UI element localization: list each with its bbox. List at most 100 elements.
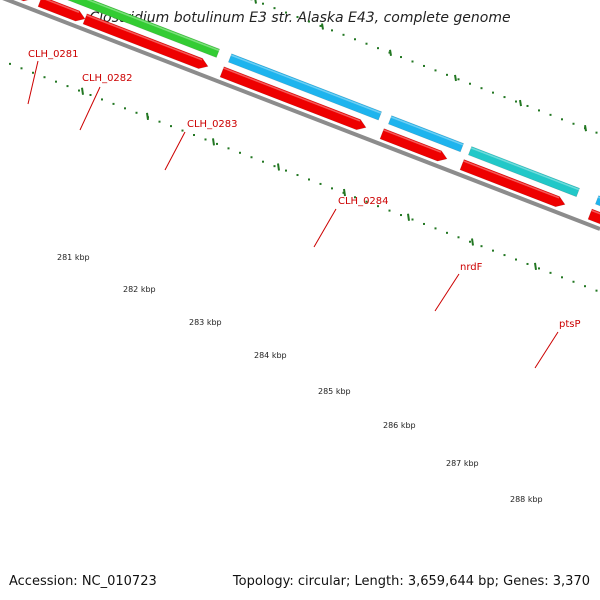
kbp-label-layer: 281 kbp 282 kbp 283 kbp 284 kbp 285 kbp 286 k… [57, 87, 543, 504]
scale-tick-dot [549, 271, 552, 274]
scale-tick-dot [112, 102, 115, 105]
scale-tick-dot [342, 191, 345, 194]
cds-bar-highlight [591, 209, 600, 216]
outer-tick-dot [354, 38, 356, 41]
scale-tick-dot [319, 182, 322, 185]
cds-bar-highlight [41, 0, 80, 13]
outer-tick-dot [538, 109, 540, 112]
scale-tick-dot [469, 240, 471, 243]
scale-tick-dot [43, 76, 46, 79]
scale-major-tick [212, 138, 215, 146]
outer-major-tick [519, 99, 522, 107]
gene-bar-green [42, 0, 221, 58]
gene-leader-line [27, 60, 39, 105]
scale-tick-dot [492, 249, 494, 252]
kbp-label: 288 kbp [510, 495, 543, 504]
gene-bar-green-highlight [45, 0, 220, 52]
scale-tick-dot [423, 222, 425, 225]
cds-bar [82, 13, 209, 69]
kbp-label: 286 kbp [383, 421, 416, 430]
scale-tick-dot [89, 93, 92, 96]
scale-major-tick [534, 262, 537, 271]
gene-label: CLH_0283 [187, 119, 238, 130]
cds-bar-highlight [463, 160, 560, 199]
cds-bar [459, 159, 566, 208]
cds-bar-highlight [383, 129, 442, 153]
outer-tick-dot [342, 33, 345, 36]
scale-tick-dot [273, 165, 276, 168]
gene-bar-green-shape [42, 0, 221, 58]
outer-tick-dot [480, 87, 483, 90]
kbp-label: 284 kbp [254, 351, 287, 360]
scale-major-tick [81, 87, 84, 95]
cds-bar [37, 0, 86, 22]
gene-leader-line [534, 331, 559, 369]
outer-tick-dot [273, 7, 276, 10]
scale-tick-dot [388, 209, 391, 212]
scale-tick-dot [377, 205, 379, 208]
scale-tick-dot [296, 174, 299, 177]
scale-tick-dot [446, 231, 448, 234]
scale-major-tick [277, 163, 280, 171]
outer-tick-dot [446, 73, 448, 76]
outer-tick-dot [561, 118, 563, 121]
outer-tick-dot [469, 82, 471, 85]
kbp-label: 282 kbp [123, 285, 156, 294]
gene-label: nrdF [460, 262, 483, 273]
gene-leader-line [313, 208, 337, 248]
scale-tick-dot [411, 218, 414, 221]
scale-tick-dot [227, 147, 230, 150]
cds-bar-shape [37, 0, 86, 22]
outer-tick-dot [526, 104, 529, 107]
outer-major-tick [321, 23, 324, 30]
gene-bar-blue-shape [387, 115, 465, 153]
gene-bar-blue [594, 195, 600, 208]
genome-summary-text: Topology: circular; Length: 3,659,644 bp… [232, 574, 590, 589]
outer-tick-dot [549, 113, 552, 116]
cds-bar-shape [459, 159, 566, 208]
scale-tick-dot [20, 67, 23, 70]
gene-bar-blue-shape [227, 53, 383, 121]
outer-tick-dot [515, 100, 517, 103]
cds-bar-highlight [86, 14, 203, 61]
scale-tick-dot [135, 111, 138, 114]
scale-tick-dot [572, 280, 575, 283]
scale-tick-dot [285, 169, 287, 172]
scale-tick-dot [561, 276, 563, 279]
outer-tick-dot [331, 29, 333, 32]
scale-tick-dot [538, 267, 540, 270]
gene-label: CLH_0282 [82, 73, 133, 84]
scale-tick-dot [193, 134, 195, 137]
kbp-label: 283 kbp [189, 318, 222, 327]
cds-bar-shape [219, 66, 367, 131]
outer-tick-dot [377, 47, 379, 50]
outer-tick-dot [319, 24, 322, 27]
outer-tick-dot [434, 69, 437, 72]
outer-tick-dot [595, 131, 598, 134]
outer-major-tick [454, 74, 457, 82]
kbp-label: 287 kbp [446, 459, 479, 468]
scale-tick-dot [308, 178, 310, 181]
scale-tick-dot [526, 262, 529, 265]
cds-bar-shape [82, 13, 209, 69]
gene-bar-blue [227, 53, 383, 121]
gene-bar-cyan [467, 146, 581, 198]
scale-tick-dot [204, 138, 207, 141]
outer-tick-dot [296, 16, 299, 19]
gene-bar-blue-shape [594, 195, 600, 208]
scale-tick-dot [262, 160, 264, 163]
kbp-label: 281 kbp [57, 253, 90, 262]
gene-bar-cyan-highlight [470, 147, 580, 191]
scale-tick-dot [457, 236, 460, 239]
cds-bar [219, 66, 367, 131]
scale-tick-dot [434, 227, 437, 230]
scale-tick-dot [250, 156, 253, 159]
scale-tick-dot [32, 71, 34, 74]
gene-leader-line [164, 131, 186, 171]
gene-label: ptsP [559, 319, 581, 330]
scale-major-tick [343, 188, 346, 197]
kbp-label: 285 kbp [318, 387, 351, 396]
scale-tick-dot [181, 129, 184, 132]
outer-tick-dot [572, 122, 575, 125]
